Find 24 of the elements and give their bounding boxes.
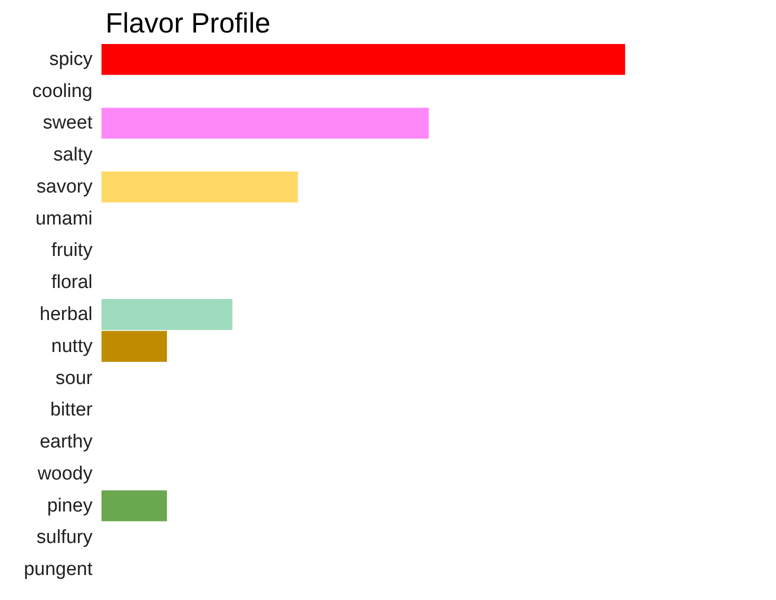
y-tick-label: savory <box>36 176 93 198</box>
y-tick-label: earthy <box>40 432 93 453</box>
y-tick-label: bitter <box>50 400 94 421</box>
bar <box>102 108 429 139</box>
y-tick-label: pungent <box>24 559 94 580</box>
y-tick-label: sweet <box>42 112 94 134</box>
y-tick-label: umami <box>35 208 93 230</box>
y-tick-label: sour <box>56 368 94 389</box>
y-tick-label: floral <box>51 272 93 294</box>
y-tick-label: nutty <box>51 336 93 357</box>
bar <box>102 172 298 202</box>
y-tick-label: woody <box>36 463 93 484</box>
y-tick-label: salty <box>53 144 93 166</box>
bar <box>102 330 167 362</box>
y-tick-label: spicy <box>49 48 93 70</box>
y-tick-label: fruity <box>51 240 93 262</box>
bar <box>102 44 626 75</box>
y-tick-label: piney <box>47 495 93 516</box>
bar <box>102 299 232 330</box>
y-tick-label: herbal <box>40 304 93 325</box>
y-tick-label: sulfury <box>36 527 93 548</box>
bar <box>102 490 167 522</box>
chart-title: Flavor Profile <box>106 8 270 38</box>
y-tick-label: cooling <box>32 80 93 102</box>
